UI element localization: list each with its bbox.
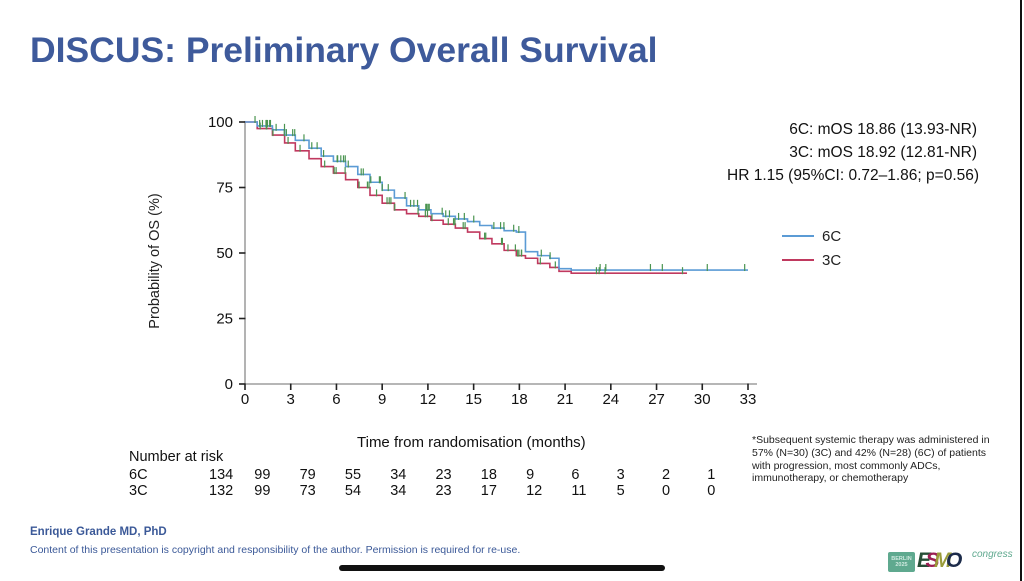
svg-text:0: 0: [225, 376, 233, 393]
svg-text:9: 9: [378, 391, 386, 408]
svg-text:33: 33: [740, 391, 757, 408]
svg-text:27: 27: [648, 391, 665, 408]
svg-text:6: 6: [332, 391, 340, 408]
svg-text:0: 0: [241, 391, 249, 408]
svg-text:30: 30: [694, 391, 711, 408]
svg-text:100: 100: [208, 114, 233, 131]
svg-text:50: 50: [216, 245, 233, 262]
svg-text:12: 12: [420, 391, 437, 408]
svg-text:3: 3: [287, 391, 295, 408]
svg-text:18: 18: [511, 391, 528, 408]
svg-text:24: 24: [602, 391, 619, 408]
svg-text:15: 15: [465, 391, 482, 408]
svg-text:25: 25: [216, 311, 233, 328]
svg-text:21: 21: [557, 391, 574, 408]
svg-text:75: 75: [216, 180, 233, 197]
